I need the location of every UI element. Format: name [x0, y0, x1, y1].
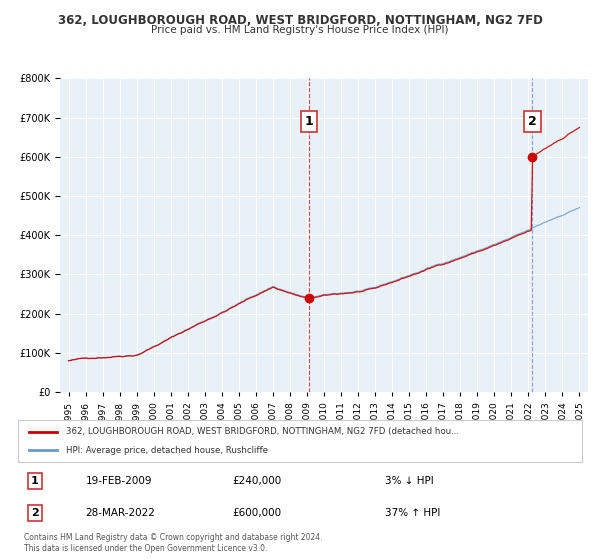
Text: 362, LOUGHBOROUGH ROAD, WEST BRIDGFORD, NOTTINGHAM, NG2 7FD: 362, LOUGHBOROUGH ROAD, WEST BRIDGFORD, …: [58, 14, 542, 27]
Text: Contains HM Land Registry data © Crown copyright and database right 2024.
This d: Contains HM Land Registry data © Crown c…: [24, 533, 323, 553]
Text: 37% ↑ HPI: 37% ↑ HPI: [385, 508, 440, 518]
Text: £600,000: £600,000: [232, 508, 281, 518]
Text: 19-FEB-2009: 19-FEB-2009: [86, 476, 152, 486]
Text: 2: 2: [528, 115, 537, 128]
Text: Price paid vs. HM Land Registry's House Price Index (HPI): Price paid vs. HM Land Registry's House …: [151, 25, 449, 35]
Text: 3% ↓ HPI: 3% ↓ HPI: [385, 476, 433, 486]
Text: 28-MAR-2022: 28-MAR-2022: [86, 508, 155, 518]
Text: HPI: Average price, detached house, Rushcliffe: HPI: Average price, detached house, Rush…: [66, 446, 268, 455]
Text: 2: 2: [31, 508, 39, 518]
Text: 1: 1: [31, 476, 39, 486]
Text: £240,000: £240,000: [232, 476, 281, 486]
Text: 362, LOUGHBOROUGH ROAD, WEST BRIDGFORD, NOTTINGHAM, NG2 7FD (detached hou...: 362, LOUGHBOROUGH ROAD, WEST BRIDGFORD, …: [66, 427, 459, 436]
Text: 1: 1: [305, 115, 314, 128]
